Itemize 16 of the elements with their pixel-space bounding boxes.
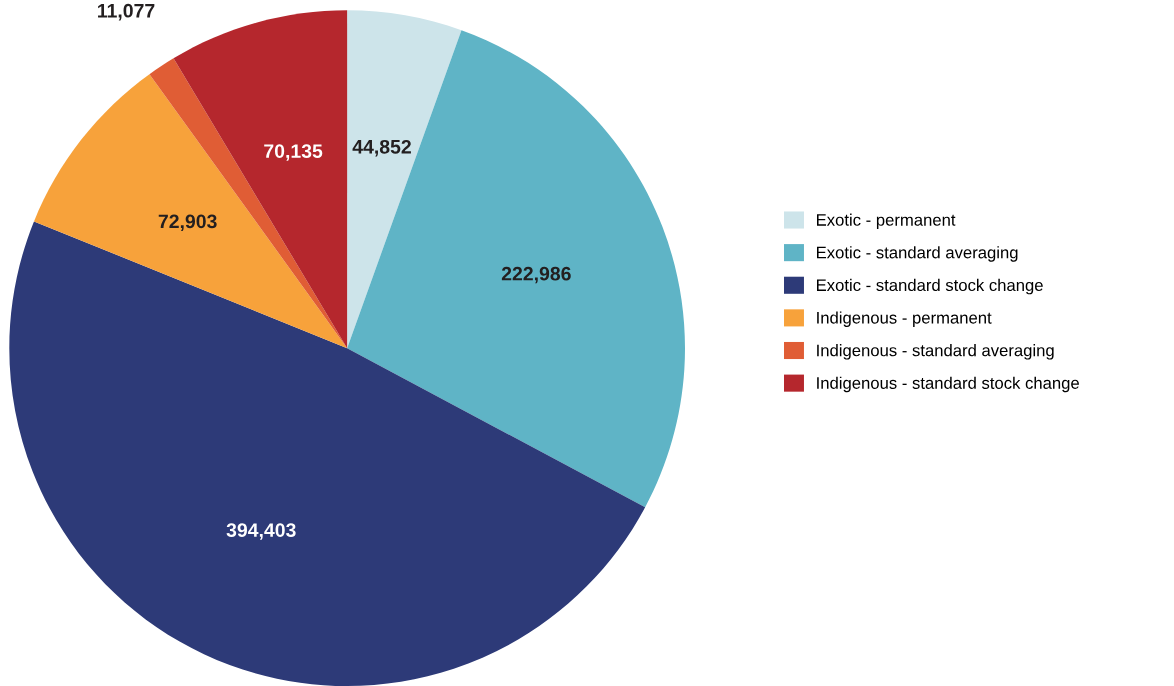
data-label: 70,135: [264, 144, 323, 161]
data-label: 222,986: [501, 266, 571, 284]
legend-label: Indigenous - standard stock change: [817, 376, 1079, 393]
pie-slice: [149, 58, 348, 349]
legend-label: Exotic - standard stock change: [817, 278, 1043, 295]
legend-label: Indigenous - permanent: [817, 311, 992, 327]
pie-slice: [347, 30, 685, 508]
legend-label: Indigenous - standard averaging: [817, 344, 1054, 360]
pie-slice: [347, 10, 462, 349]
data-label: 44,852: [352, 139, 411, 157]
data-label: 72,903: [158, 214, 217, 232]
legend-label: Exotic - permanent: [817, 213, 956, 230]
pie-slice: [33, 74, 348, 349]
data-label: 394,403: [226, 523, 296, 540]
data-label: 11,077: [98, 3, 155, 21]
legend-label: Exotic - standard averaging: [817, 246, 1018, 262]
